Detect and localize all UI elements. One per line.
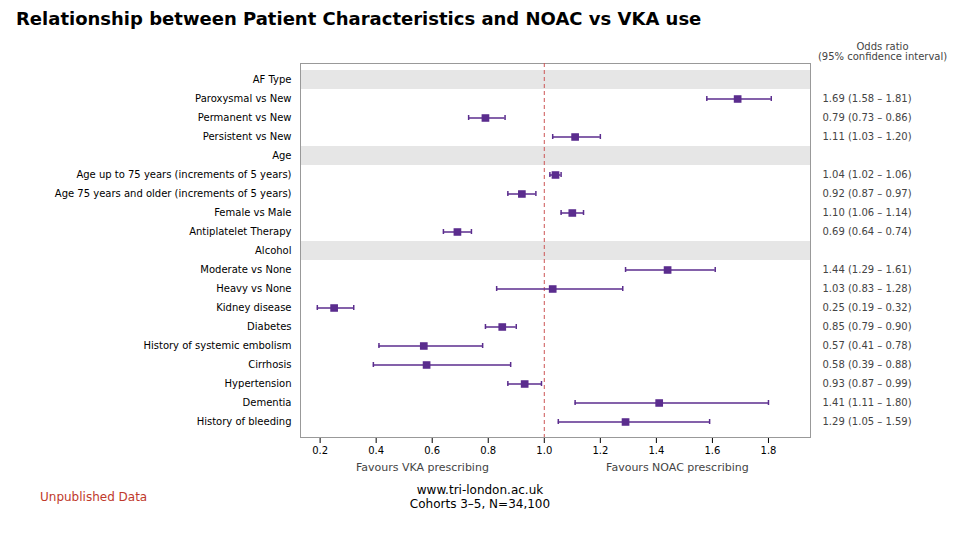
svg-text:0.92 (0.87 – 0.97): 0.92 (0.87 – 0.97) bbox=[823, 188, 912, 199]
svg-text:0.2: 0.2 bbox=[312, 445, 328, 456]
svg-text:1.0: 1.0 bbox=[536, 445, 552, 456]
svg-text:1.10 (1.06 – 1.14): 1.10 (1.06 – 1.14) bbox=[823, 207, 912, 218]
svg-text:Kidney disease: Kidney disease bbox=[216, 302, 291, 313]
svg-text:Paroxysmal vs New: Paroxysmal vs New bbox=[195, 93, 291, 104]
svg-text:0.58 (0.39 – 0.88): 0.58 (0.39 – 0.88) bbox=[823, 359, 912, 370]
svg-text:1.11 (1.03 – 1.20): 1.11 (1.03 – 1.20) bbox=[823, 131, 912, 142]
svg-text:AF Type: AF Type bbox=[253, 74, 292, 85]
svg-text:1.29 (1.05 – 1.59): 1.29 (1.05 – 1.59) bbox=[823, 416, 912, 427]
svg-text:Hypertension: Hypertension bbox=[225, 378, 292, 389]
html-text:Relationship between Patient C: Relationship between Patient Characteris… bbox=[16, 8, 702, 29]
svg-text:0.4: 0.4 bbox=[368, 445, 384, 456]
svg-text:Diabetes: Diabetes bbox=[247, 321, 291, 332]
html-text:Cohorts 3–5, N=34,100: Cohorts 3–5, N=34,100 bbox=[409, 497, 551, 511]
svg-text:Age up to 75 years (increments: Age up to 75 years (increments of 5 year… bbox=[76, 169, 291, 180]
svg-text:Antiplatelet Therapy: Antiplatelet Therapy bbox=[189, 226, 291, 237]
svg-text:History of bleeding: History of bleeding bbox=[197, 416, 292, 427]
svg-text:1.6: 1.6 bbox=[704, 445, 720, 456]
svg-text:0.79 (0.73 – 0.86): 0.79 (0.73 – 0.86) bbox=[823, 112, 912, 123]
svg-text:0.69 (0.64 – 0.74): 0.69 (0.64 – 0.74) bbox=[823, 226, 912, 237]
svg-text:0.6: 0.6 bbox=[424, 445, 440, 456]
svg-text:Persistent vs New: Persistent vs New bbox=[203, 131, 292, 142]
html-text:www.tri-london.ac.uk: www.tri-london.ac.uk bbox=[416, 483, 544, 497]
svg-text:1.44 (1.29 – 1.61): 1.44 (1.29 – 1.61) bbox=[823, 264, 912, 275]
svg-text:0.85 (0.79 – 0.90): 0.85 (0.79 – 0.90) bbox=[823, 321, 912, 332]
svg-text:1.8: 1.8 bbox=[761, 445, 777, 456]
svg-text:Dementia: Dementia bbox=[243, 397, 292, 408]
svg-text:1.69 (1.58 – 1.81): 1.69 (1.58 – 1.81) bbox=[823, 93, 912, 104]
svg-text:Cirrhosis: Cirrhosis bbox=[248, 359, 291, 370]
svg-text:1.4: 1.4 bbox=[648, 445, 664, 456]
svg-text:0.8: 0.8 bbox=[480, 445, 496, 456]
svg-text:1.41 (1.11 – 1.80): 1.41 (1.11 – 1.80) bbox=[823, 397, 912, 408]
svg-text:Favours VKA prescribing: Favours VKA prescribing bbox=[356, 461, 489, 474]
svg-text:History of systemic embolism: History of systemic embolism bbox=[143, 340, 291, 351]
svg-text:Age: Age bbox=[272, 150, 291, 161]
html-text:Unpublished Data: Unpublished Data bbox=[40, 490, 148, 504]
svg-text:0.93 (0.87 – 0.99): 0.93 (0.87 – 0.99) bbox=[823, 378, 912, 389]
svg-text:Age 75 years and older (increm: Age 75 years and older (increments of 5 … bbox=[55, 188, 292, 199]
svg-text:Alcohol: Alcohol bbox=[255, 245, 291, 256]
svg-text:Odds ratio(95% confidence inte: Odds ratio(95% confidence interval) bbox=[818, 41, 947, 62]
svg-text:1.04 (1.02 – 1.06): 1.04 (1.02 – 1.06) bbox=[823, 169, 912, 180]
svg-text:Favours NOAC prescribing: Favours NOAC prescribing bbox=[606, 461, 749, 474]
svg-text:1.2: 1.2 bbox=[592, 445, 608, 456]
svg-text:Permanent vs New: Permanent vs New bbox=[198, 112, 292, 123]
svg-text:Moderate vs None: Moderate vs None bbox=[200, 264, 291, 275]
svg-text:0.57 (0.41 – 0.78): 0.57 (0.41 – 0.78) bbox=[823, 340, 912, 351]
svg-text:Female vs Male: Female vs Male bbox=[214, 207, 291, 218]
svg-text:1.03 (0.83 – 1.28): 1.03 (0.83 – 1.28) bbox=[823, 283, 912, 294]
svg-text:Heavy vs None: Heavy vs None bbox=[216, 283, 291, 294]
svg-text:0.25 (0.19 – 0.32): 0.25 (0.19 – 0.32) bbox=[823, 302, 912, 313]
